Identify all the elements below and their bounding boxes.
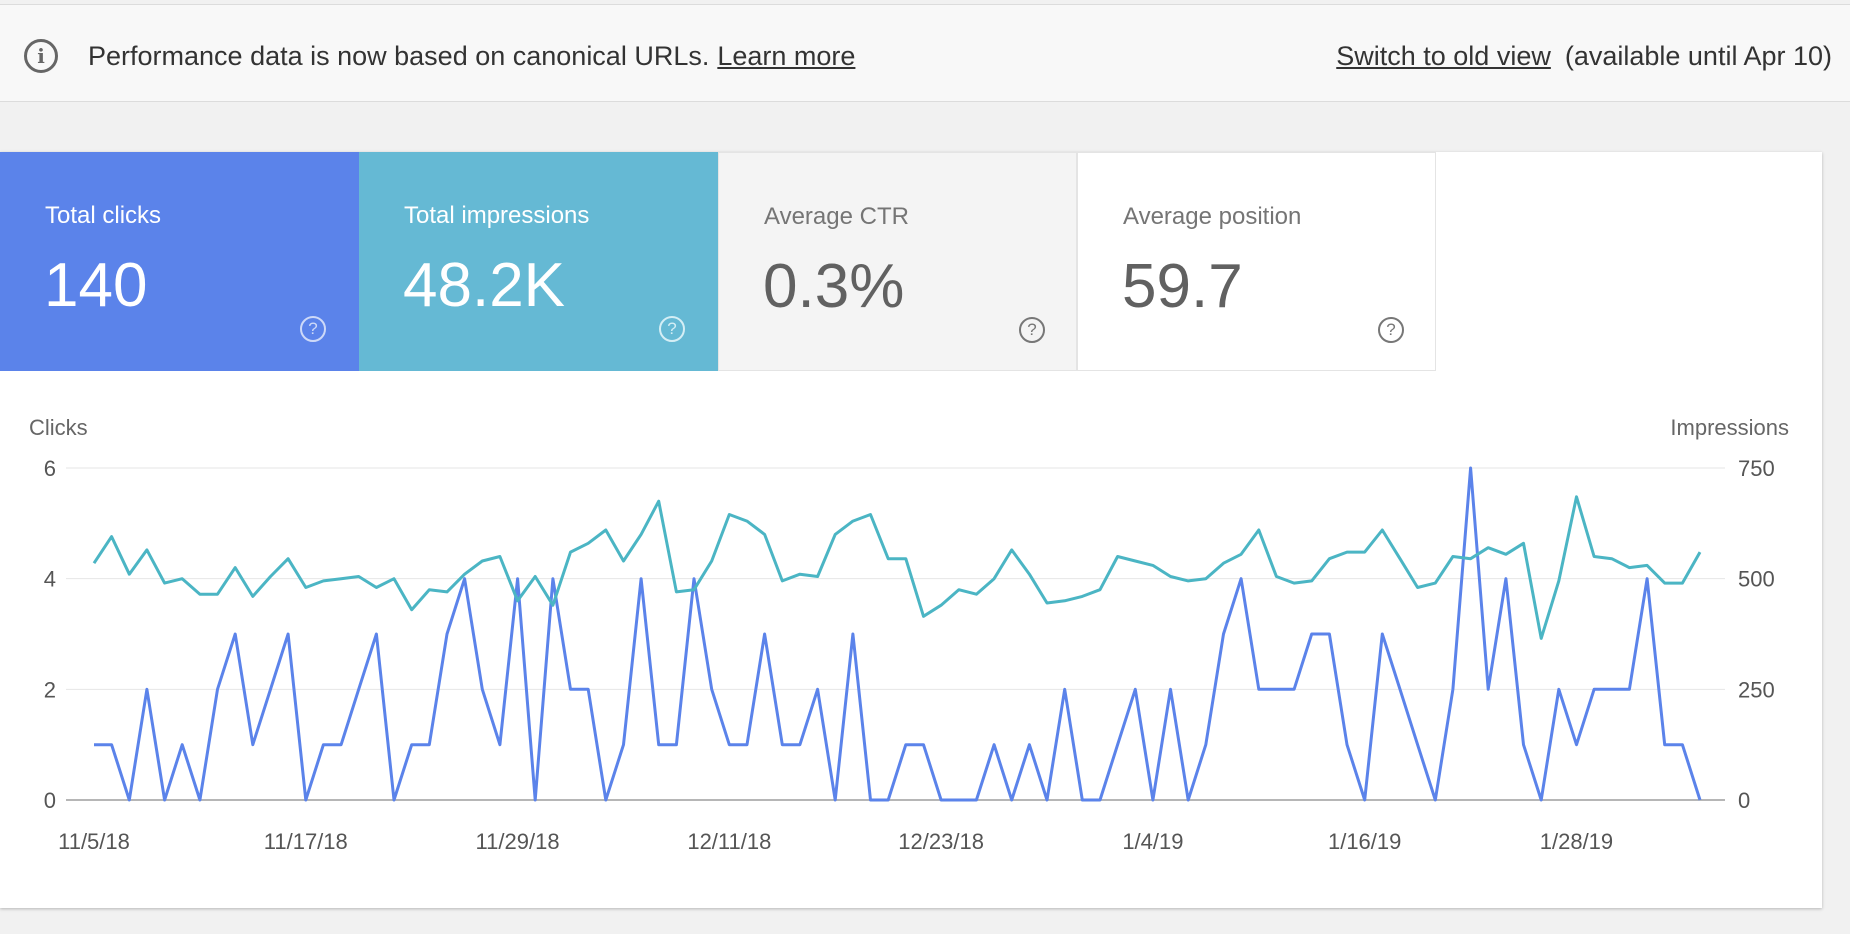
y-right-tick-label: 250 [1738,677,1775,702]
y-left-axis-label: Clicks [29,415,88,440]
x-tick-label: 1/28/19 [1540,829,1613,854]
x-tick-label: 12/23/18 [898,829,984,854]
banner-text: Performance data is now based on canonic… [88,41,710,71]
performance-chart: 0 2 4 6 0 250 500 750 Clicks Impressions 11/5/18 11… [29,415,1789,854]
y-left-tick-label: 2 [44,677,56,702]
switch-old-view-link[interactable]: Switch to old view [1336,41,1551,71]
x-tick-label: 11/5/18 [58,829,130,854]
metric-label: Total clicks [45,202,162,229]
x-tick-label: 12/11/18 [687,829,771,854]
y-right-axis-label: Impressions [1670,415,1789,440]
y-right-tick-label: 500 [1738,567,1775,592]
y-left-tick-label: 6 [44,456,56,481]
metric-value: 140 [44,251,148,320]
x-tick-label: 11/17/18 [264,829,348,854]
help-icon[interactable]: ? [1378,317,1404,343]
metric-label: Average CTR [764,203,909,230]
help-icon[interactable]: ? [1019,317,1045,343]
metric-tile-total-clicks[interactable]: Total clicks 140 ? [0,152,359,371]
y-right-tick-label: 0 [1738,788,1750,813]
series-line-clicks [94,466,1702,802]
info-banner: i Performance data is now based on canon… [0,4,1850,102]
banner-message: Performance data is now based on canonic… [88,41,855,72]
x-tick-label: 1/4/19 [1122,829,1183,854]
availability-note: (available until Apr 10) [1564,41,1832,71]
performance-card: Total clicks 140 ? Total impressions 48.… [0,152,1822,908]
metric-tile-average-position[interactable]: Average position 59.7 ? [1077,152,1436,371]
help-icon[interactable]: ? [300,316,326,342]
y-right-tick-label: 750 [1738,456,1775,481]
metric-tile-average-ctr[interactable]: Average CTR 0.3% ? [718,152,1077,371]
y-left-tick-label: 0 [44,788,56,813]
metric-label: Total impressions [404,202,590,229]
help-icon[interactable]: ? [659,316,685,342]
banner-right: Switch to old view (available until Apr 1… [1336,41,1832,72]
metric-value: 48.2K [403,251,566,320]
info-icon: i [24,39,58,73]
metric-label: Average position [1123,203,1302,230]
metric-tile-total-impressions[interactable]: Total impressions 48.2K ? [359,152,718,371]
series-line-impressions [92,495,1702,640]
metric-value: 59.7 [1122,252,1243,321]
y-left-tick-label: 4 [44,567,56,592]
metric-value: 0.3% [763,252,905,321]
x-tick-label: 11/29/18 [476,829,560,854]
x-tick-label: 1/16/19 [1328,829,1401,854]
learn-more-link[interactable]: Learn more [717,41,856,71]
